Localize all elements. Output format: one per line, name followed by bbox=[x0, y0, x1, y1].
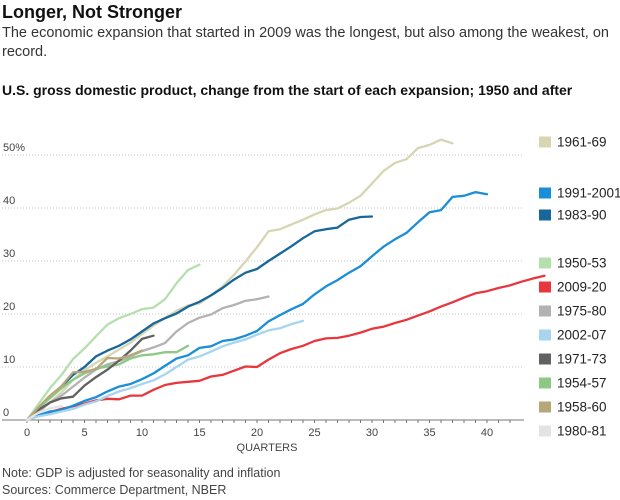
x-tick-label: 30 bbox=[366, 427, 378, 439]
y-tick-label: 0 bbox=[3, 407, 9, 419]
legend-swatch bbox=[539, 188, 551, 199]
legend-swatch bbox=[539, 330, 551, 341]
legend-swatch bbox=[539, 426, 551, 437]
x-tick-label: 25 bbox=[308, 427, 320, 439]
legend-label: 1991-2001 bbox=[557, 186, 620, 201]
x-tick-label: 20 bbox=[251, 427, 263, 439]
legend-label: 1950-53 bbox=[557, 256, 607, 271]
y-tick-label: 40 bbox=[3, 195, 15, 207]
x-tick-label: 0 bbox=[24, 427, 30, 439]
legend-swatch bbox=[539, 306, 551, 317]
x-tick-label: 5 bbox=[81, 427, 87, 439]
legend-label: 1961-69 bbox=[557, 135, 607, 150]
x-axis: 0 5 10 15 20 25 30 35 40 QUARTERS bbox=[2, 420, 524, 454]
series-line-1975-80 bbox=[27, 297, 269, 421]
legend-label: 2009-20 bbox=[557, 280, 607, 295]
y-axis-ticks: 0 10 20 30 40 50% bbox=[3, 142, 25, 419]
x-tick-label: 10 bbox=[136, 427, 148, 439]
y-tick-label: 20 bbox=[3, 301, 15, 313]
y-tick-label: 30 bbox=[3, 248, 15, 260]
legend-swatch bbox=[539, 354, 551, 365]
legend-label: 1971-73 bbox=[557, 352, 607, 367]
legend-swatch bbox=[539, 378, 551, 389]
legend-label: 1983-90 bbox=[557, 208, 607, 223]
legend-label: 1975-80 bbox=[557, 304, 607, 319]
x-tick-label: 35 bbox=[423, 427, 435, 439]
footnote: Note: GDP is adjusted for seasonality an… bbox=[2, 466, 280, 480]
legend-label: 1958-60 bbox=[557, 400, 607, 415]
x-tick-label: 15 bbox=[193, 427, 205, 439]
legend-swatch bbox=[539, 137, 551, 148]
legend-swatch bbox=[539, 210, 551, 221]
legend-label: 1954-57 bbox=[557, 376, 607, 391]
legend: 1961-69 1991-2001 1983-90 1950-53 2009-20 197… bbox=[539, 135, 620, 439]
series-lines bbox=[27, 140, 545, 420]
y-tick-label: 50% bbox=[3, 142, 25, 154]
series-line-2002-07 bbox=[27, 321, 303, 420]
legend-swatch bbox=[539, 282, 551, 293]
legend-label: 2002-07 bbox=[557, 328, 607, 343]
series-line-1991-2001 bbox=[27, 192, 487, 420]
sources-note: Sources: Commerce Department, NBER bbox=[2, 483, 226, 497]
x-tick-label: 40 bbox=[481, 427, 493, 439]
legend-swatch bbox=[539, 258, 551, 269]
series-line-1961-69 bbox=[27, 140, 453, 420]
legend-label: 1980-81 bbox=[557, 424, 607, 439]
line-chart: 0 10 20 30 40 50% 0 5 10 15 20 25 30 35 40 QUARTERS 19… bbox=[0, 0, 620, 460]
legend-swatch bbox=[539, 402, 551, 413]
y-tick-label: 10 bbox=[3, 354, 15, 366]
grid-lines bbox=[2, 155, 524, 367]
x-axis-label: QUARTERS bbox=[237, 442, 298, 454]
